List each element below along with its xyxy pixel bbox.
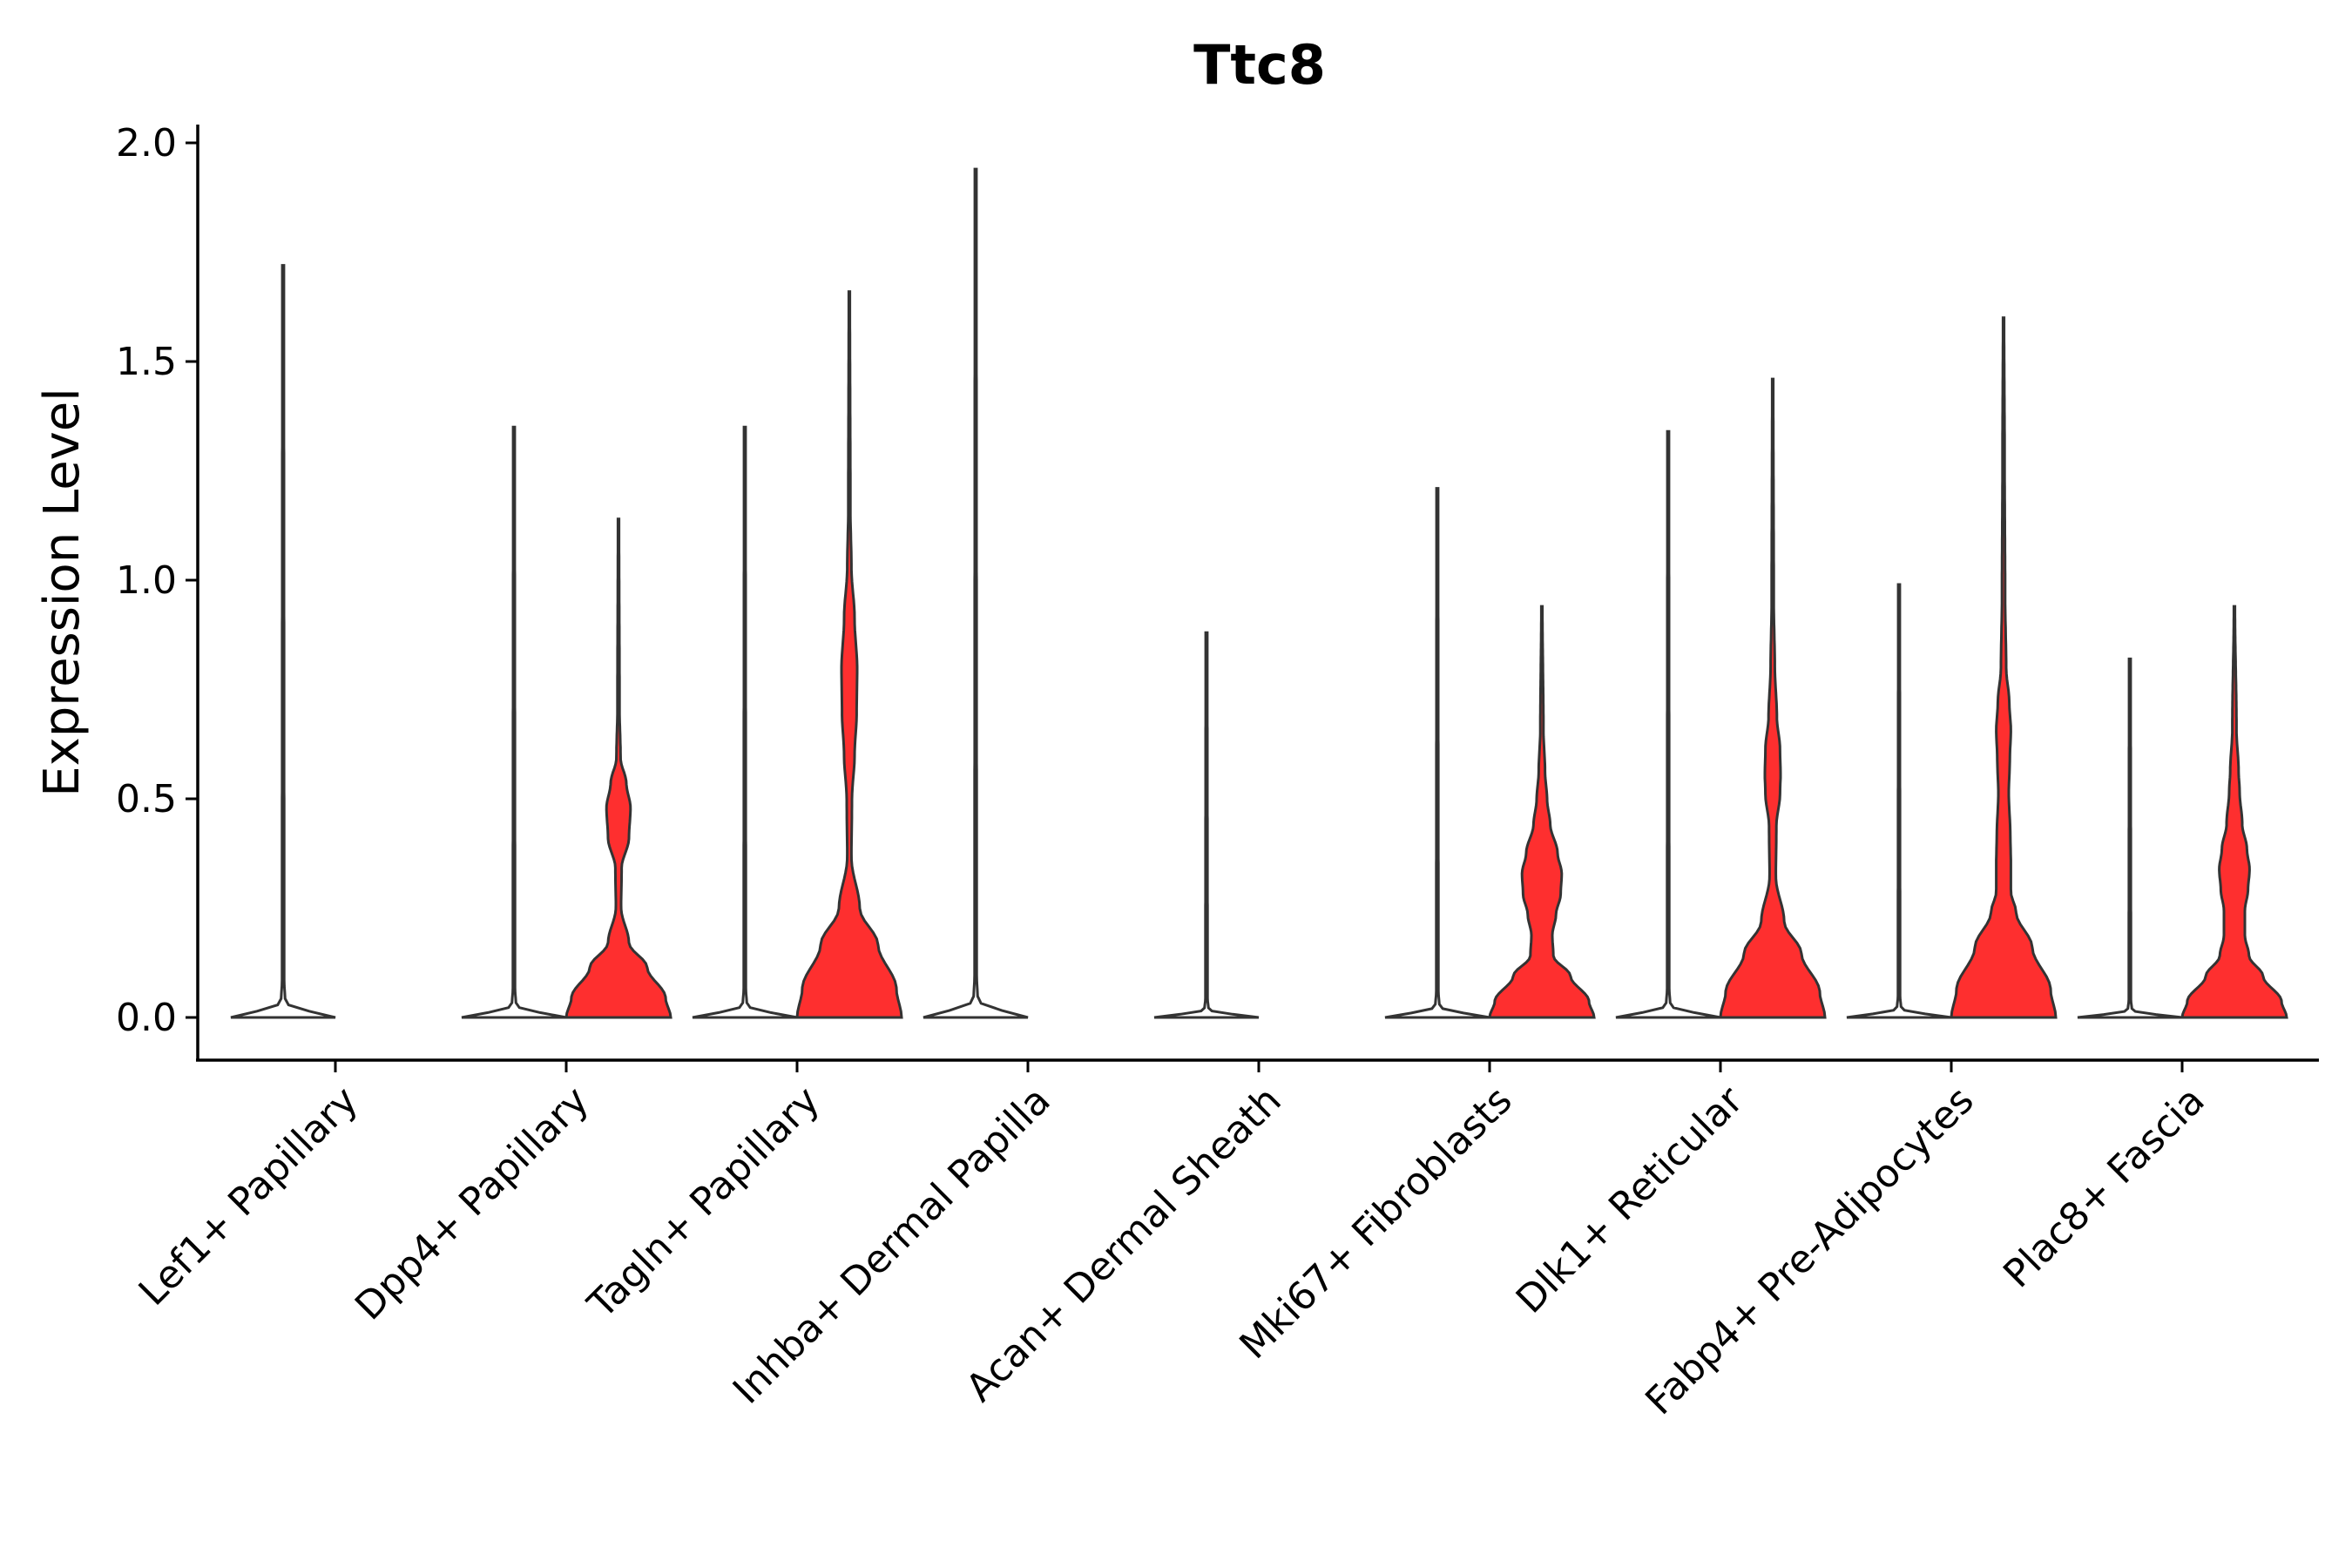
violin-group-2-cat-2 <box>564 517 672 1019</box>
x-tick-label-1: Lef1+ Papillary <box>131 1078 367 1315</box>
y-axis-label: Expression Level <box>34 388 91 797</box>
violin-group-1-cat-8 <box>1846 583 1952 1019</box>
violin-category-1 <box>230 264 336 1019</box>
violin-category-4 <box>923 167 1029 1019</box>
x-tick-label-3: Tagln+ Papillary <box>579 1078 828 1328</box>
violin-group-2-cat-6 <box>1488 605 1596 1019</box>
y-tick-label-1: 0.5 <box>116 777 177 821</box>
violin-group-1-cat-1 <box>230 264 336 1019</box>
y-tick-label-0: 0.0 <box>116 996 177 1040</box>
y-tick-label-3: 1.5 <box>116 340 177 384</box>
violins-group <box>230 167 2288 1019</box>
violin-category-2 <box>461 425 672 1019</box>
violin-group-1-cat-2 <box>461 425 567 1019</box>
x-tick-label-9: Plac8+ Fascia <box>1995 1078 2213 1297</box>
violin-category-7 <box>1615 377 1827 1019</box>
violin-category-5 <box>1153 631 1260 1019</box>
violin-group-2-cat-9 <box>2180 605 2288 1019</box>
y-tick-label-2: 1.0 <box>116 558 177 603</box>
violin-category-8 <box>1846 316 2058 1019</box>
y-tick-label-4: 2.0 <box>116 121 177 166</box>
violin-group-1-cat-4 <box>923 167 1029 1019</box>
violin-group-1-cat-9 <box>2077 657 2183 1019</box>
violin-group-1-cat-3 <box>692 425 798 1019</box>
y-ticks-group: 0.0 0.5 1.0 1.5 2.0 <box>116 121 198 1040</box>
violin-group-2-cat-7 <box>1719 377 1827 1019</box>
violin-group-2-cat-8 <box>1950 316 2058 1019</box>
violin-group-1-cat-6 <box>1384 487 1490 1019</box>
violin-category-6 <box>1384 487 1596 1019</box>
chart-title: Ttc8 <box>1193 33 1326 97</box>
violin-group-1-cat-5 <box>1153 631 1260 1019</box>
violin-category-3 <box>692 290 903 1019</box>
x-tick-label-7: Dlk1+ Reticular <box>1508 1078 1753 1322</box>
violin-group-1-cat-7 <box>1615 429 1721 1019</box>
x-tick-label-2: Dpp4+ Papillary <box>347 1078 598 1329</box>
violin-category-9 <box>2077 605 2288 1019</box>
violin-group-2-cat-3 <box>795 290 903 1019</box>
